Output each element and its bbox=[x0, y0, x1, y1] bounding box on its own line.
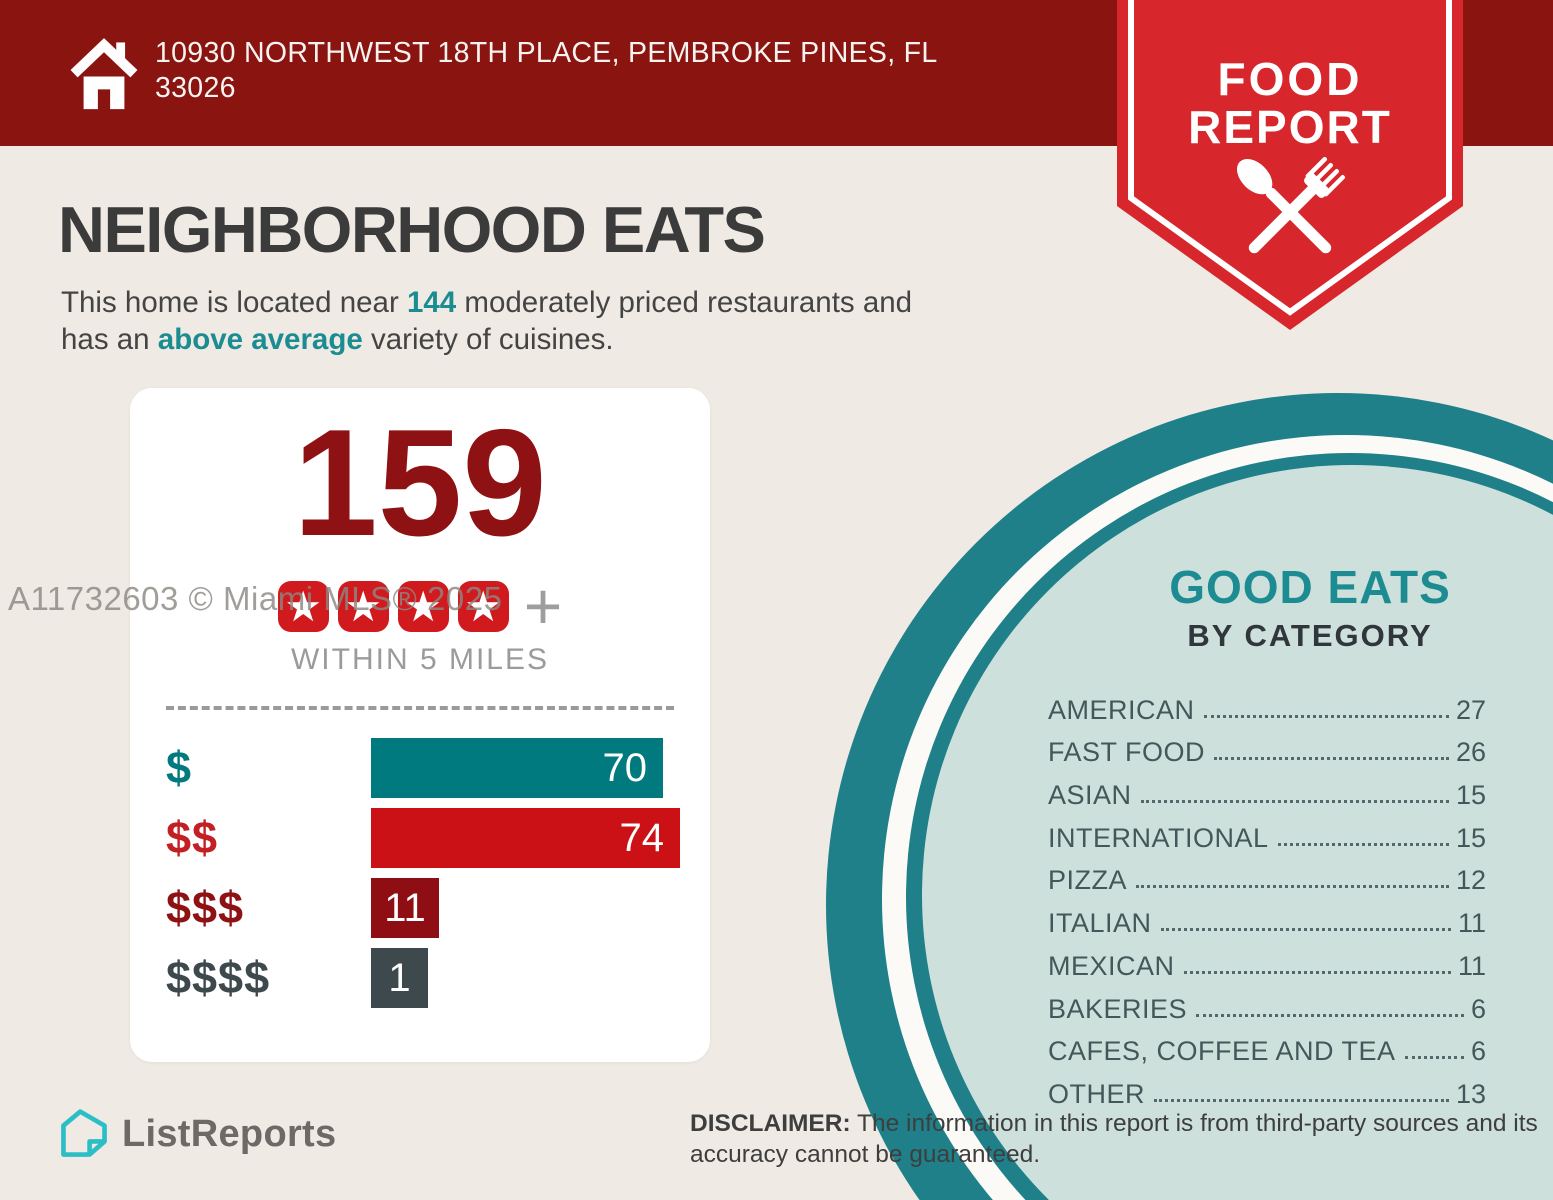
disclaimer: DISCLAIMER: The information in this repo… bbox=[690, 1108, 1550, 1170]
dotted-leader bbox=[1203, 714, 1449, 718]
bar-row: $$ 74 bbox=[166, 808, 686, 868]
range-label: WITHIN 5 MILES bbox=[290, 643, 550, 676]
category-label: CAFES, COFFEE AND TEA bbox=[1048, 1036, 1396, 1067]
category-row: OTHER 13 bbox=[1048, 1067, 1486, 1110]
category-value: 26 bbox=[1455, 737, 1486, 768]
page-title: NEIGHBORHOOD EATS bbox=[58, 193, 766, 266]
category-value: 6 bbox=[1470, 1036, 1486, 1067]
category-label: ASIAN bbox=[1048, 780, 1132, 811]
price-tier-bar: 70 bbox=[371, 738, 663, 798]
star-icon: ★ bbox=[277, 581, 329, 632]
price-tier-bar: 74 bbox=[371, 808, 680, 868]
category-label: ITALIAN bbox=[1048, 908, 1152, 939]
category-label: PIZZA bbox=[1048, 865, 1128, 896]
dotted-leader bbox=[1196, 1013, 1464, 1017]
star-icon: ★ bbox=[337, 581, 389, 632]
bar-value: 74 bbox=[619, 815, 665, 860]
category-row: ITALIAN 11 bbox=[1048, 896, 1486, 939]
category-value: 12 bbox=[1455, 865, 1486, 896]
restaurant-count: 144 bbox=[406, 286, 457, 319]
listreports-logo-icon bbox=[61, 1109, 107, 1157]
price-tier-label: $$$ bbox=[166, 882, 245, 933]
category-row: MEXICAN 11 bbox=[1048, 939, 1486, 982]
category-value: 11 bbox=[1457, 908, 1486, 939]
category-row: AMERICAN 27 bbox=[1048, 683, 1486, 726]
category-value: 6 bbox=[1470, 993, 1486, 1024]
dotted-leader bbox=[1140, 800, 1449, 804]
intro-text: This home is located near 144 moderately… bbox=[61, 284, 1081, 358]
category-row: PIZZA 12 bbox=[1048, 854, 1486, 897]
category-row: FAST FOOD 26 bbox=[1048, 726, 1486, 769]
price-tier-label: $$$$ bbox=[166, 952, 271, 1003]
price-tier-label: $ bbox=[166, 742, 193, 793]
good-eats-header: GOOD EATS BY CATEGORY bbox=[1100, 560, 1520, 654]
address-line1: 10930 NORTHWEST 18TH PLACE, PEMBROKE PIN… bbox=[155, 37, 938, 69]
dotted-leader bbox=[1277, 842, 1449, 846]
home-icon bbox=[70, 38, 138, 110]
category-label: INTERNATIONAL bbox=[1048, 822, 1269, 853]
food-report-badge: FOOD REPORT bbox=[1117, 0, 1463, 330]
property-address: 10930 NORTHWEST 18TH PLACE, PEMBROKE PIN… bbox=[155, 36, 1055, 106]
good-eats-title: GOOD EATS bbox=[1169, 561, 1451, 613]
category-label: FAST FOOD bbox=[1048, 737, 1206, 768]
bar-row: $$$ 11 bbox=[166, 878, 686, 938]
category-label: BAKERIES bbox=[1048, 993, 1188, 1024]
star-icon: ★ bbox=[457, 581, 509, 632]
bar-value: 1 bbox=[388, 955, 411, 1000]
bar-row: $70 bbox=[166, 738, 686, 798]
price-tier-bar: 1 bbox=[371, 948, 428, 1008]
spoon-fork-icon bbox=[1236, 156, 1346, 254]
price-tier-bar: 11 bbox=[371, 878, 439, 938]
category-label: AMERICAN bbox=[1048, 694, 1195, 725]
good-eats-subtitle: BY CATEGORY bbox=[1187, 618, 1433, 653]
brand-name: ListReports bbox=[122, 1112, 337, 1155]
category-value: 27 bbox=[1455, 694, 1486, 725]
intro-l1-post: moderately priced restaurants and bbox=[456, 286, 913, 319]
plus-sign: + bbox=[523, 569, 563, 643]
badge-line1: FOOD bbox=[1218, 53, 1363, 105]
category-list: AMERICAN 27 FAST FOOD 26 ASIAN 15 INTERNATIONA… bbox=[1048, 683, 1486, 1110]
disclaimer-label: DISCLAIMER: bbox=[690, 1110, 851, 1137]
dotted-leader bbox=[1154, 1098, 1449, 1102]
restaurant-summary-card: 159 ★ ★ ★ ★ + WITHIN 5 MILES $70 $$ 74 $$$ 11 $$… bbox=[130, 388, 710, 1062]
category-value: 11 bbox=[1457, 950, 1486, 981]
price-tier-label: $$ bbox=[166, 812, 219, 863]
dotted-leader bbox=[1160, 928, 1451, 932]
category-row: INTERNATIONAL 15 bbox=[1048, 811, 1486, 854]
dashed-divider bbox=[166, 706, 674, 710]
intro-l2-pre: has an bbox=[61, 323, 158, 356]
address-line2: 33026 bbox=[155, 72, 236, 104]
category-value: 15 bbox=[1455, 780, 1486, 811]
category-value: 15 bbox=[1455, 822, 1486, 853]
category-value: 13 bbox=[1455, 1078, 1486, 1109]
listreports-brand: ListReports bbox=[56, 1106, 336, 1162]
star-icon: ★ bbox=[397, 581, 449, 632]
bar-value: 11 bbox=[384, 885, 426, 930]
dotted-leader bbox=[1404, 1056, 1464, 1060]
category-row: CAFES, COFFEE AND TEA 6 bbox=[1048, 1025, 1486, 1068]
bar-row: $$$$ 1 bbox=[166, 948, 686, 1008]
intro-l2-post: variety of cuisines. bbox=[362, 323, 614, 356]
badge-line2: REPORT bbox=[1188, 101, 1392, 153]
category-row: BAKERIES 6 bbox=[1048, 982, 1486, 1025]
dotted-leader bbox=[1136, 885, 1449, 889]
star-rating: ★ ★ ★ ★ bbox=[277, 581, 509, 632]
mls-watermark: A11732603 © Miami MLS® 2025 bbox=[8, 580, 503, 617]
category-row: ASIAN 15 bbox=[1048, 768, 1486, 811]
category-label: OTHER bbox=[1048, 1078, 1145, 1109]
rating-row: ★ ★ ★ ★ + bbox=[130, 569, 710, 643]
bar-value: 70 bbox=[602, 745, 648, 790]
dotted-leader bbox=[1214, 757, 1449, 761]
restaurant-total: 159 bbox=[293, 398, 547, 568]
disclaimer-text: The information in this report is from t… bbox=[690, 1110, 1538, 1168]
intro-l1-pre: This home is located near bbox=[61, 286, 407, 319]
dotted-leader bbox=[1183, 970, 1451, 974]
intro-highlight: above average bbox=[157, 323, 363, 356]
category-label: MEXICAN bbox=[1048, 950, 1175, 981]
